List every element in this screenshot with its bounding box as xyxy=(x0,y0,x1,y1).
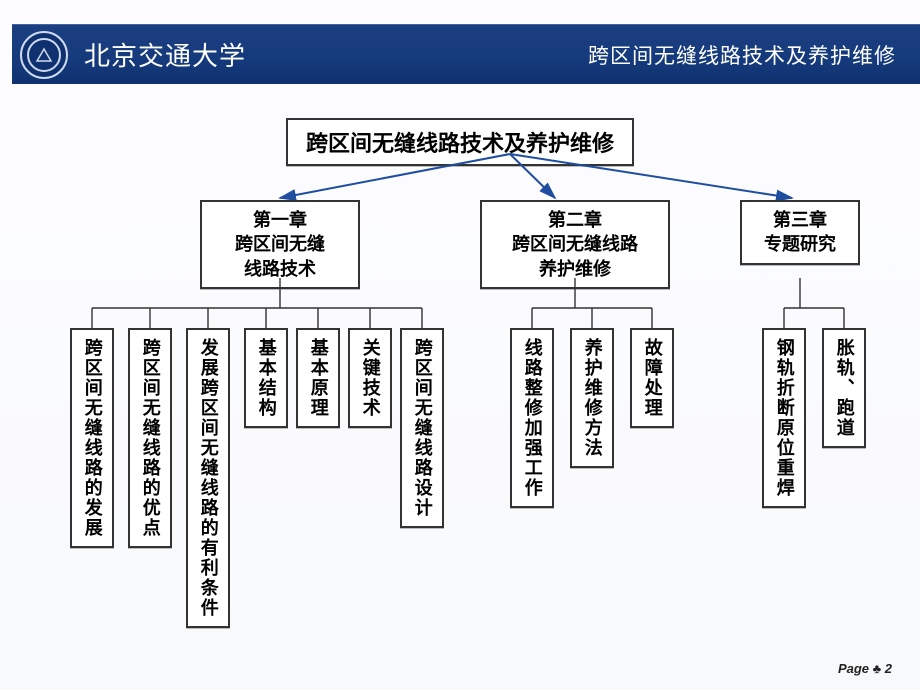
school-name: 北京交通大学 xyxy=(84,36,246,73)
chapter-node-2: 第二章跨区间无缝线路养护维修 xyxy=(480,200,670,289)
chapter-node-1: 第一章跨区间无缝线路技术 xyxy=(200,200,360,289)
leaf-node: 钢轨折断原位重焊 xyxy=(762,328,806,508)
chapter-line: 跨区间无缝 xyxy=(212,232,348,256)
leaf-node: 跨区间无缝线路设计 xyxy=(400,328,444,528)
emblem-glyph xyxy=(35,46,53,64)
leaf-node: 跨区间无缝线路的发展 xyxy=(70,328,114,548)
leaf-node: 故障处理 xyxy=(630,328,674,428)
page-footer: Page ♣ 2 xyxy=(838,661,892,676)
header: 北京交通大学 跨区间无缝线路技术及养护维修 xyxy=(12,24,920,84)
emblem-inner-ring xyxy=(27,38,61,72)
leaf-node: 关键技术 xyxy=(348,328,392,428)
chapter-node-3: 第三章专题研究 xyxy=(740,200,860,265)
chapter-line: 第三章 xyxy=(752,208,848,232)
leaf-node: 基本原理 xyxy=(296,328,340,428)
header-title: 跨区间无缝线路技术及养护维修 xyxy=(588,40,896,70)
leaf-node: 养护维修方法 xyxy=(570,328,614,468)
root-node: 跨区间无缝线路技术及养护维修 xyxy=(286,118,634,166)
chapter-line: 第二章 xyxy=(492,208,658,232)
chapter-line: 跨区间无缝线路 xyxy=(492,232,658,256)
school-emblem xyxy=(20,31,68,79)
leaf-node: 胀轨、跑道 xyxy=(822,328,866,448)
chapter-line: 第一章 xyxy=(212,208,348,232)
leaf-node: 基本结构 xyxy=(244,328,288,428)
leaf-node: 线路整修加强工作 xyxy=(510,328,554,508)
chapter-line: 线路技术 xyxy=(212,257,348,281)
chapter-line: 养护维修 xyxy=(492,257,658,281)
slide: 北京交通大学 跨区间无缝线路技术及养护维修 跨区间无缝线路技术及养护维修 第一章… xyxy=(0,0,920,690)
leaf-node: 发展跨区间无缝线路的有利条件 xyxy=(186,328,230,628)
chapter-line: 专题研究 xyxy=(752,232,848,256)
leaf-node: 跨区间无缝线路的优点 xyxy=(128,328,172,548)
